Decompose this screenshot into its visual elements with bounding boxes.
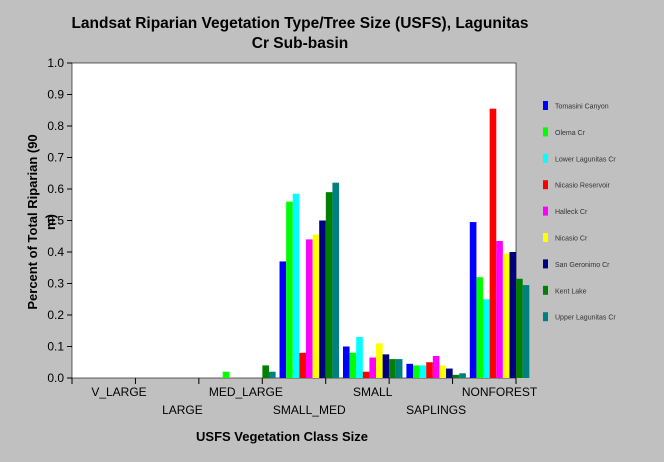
bar	[516, 278, 523, 378]
bar	[439, 365, 447, 378]
bar	[413, 365, 420, 378]
y-axis: 0.0 0.1 0.2 0.3 0.4 0.5 0.6 0.7 0.8 0.9 1.0	[47, 56, 72, 385]
bar	[312, 234, 320, 378]
bar	[222, 371, 230, 378]
y-tick-label: 0.7	[47, 151, 64, 165]
bar	[419, 365, 427, 378]
legend-entry: Kent Lake	[555, 288, 587, 295]
x-tick-label: SMALL	[353, 385, 393, 399]
legend-entry: Nicasio Cr	[555, 236, 588, 243]
y-tick-label: 0.5	[47, 214, 64, 228]
y-tick-label: 0.8	[47, 119, 64, 133]
bar	[483, 299, 490, 378]
x-tick-label: V_LARGE	[91, 385, 146, 399]
legend-swatch	[543, 285, 548, 295]
bars	[222, 108, 530, 379]
bar	[459, 373, 466, 378]
y-tick-label: 0.6	[47, 182, 64, 196]
legend-swatch	[543, 233, 548, 242]
chart-title-line-1: Landsat Riparian Vegetation Type/Tree Si…	[71, 15, 528, 32]
bar	[496, 240, 503, 378]
bar	[469, 222, 477, 378]
bar	[332, 182, 340, 378]
y-axis-label-line-1: Percent of Total Riparian (90	[25, 134, 40, 309]
legend-swatch	[543, 153, 548, 163]
bar	[432, 355, 440, 378]
chart-title-line-2: Cr Sub-basin	[252, 35, 348, 52]
legend-swatch	[543, 101, 548, 110]
bar	[269, 371, 276, 378]
bar	[426, 362, 433, 378]
legend-swatch	[543, 206, 548, 216]
bar	[502, 253, 510, 378]
legend-entry: Upper Lagunitas Cr	[555, 315, 616, 322]
bar	[522, 285, 530, 378]
x-axis-label: USFS Vegetation Class Size	[196, 429, 368, 444]
bar	[376, 343, 383, 378]
bar	[262, 365, 269, 378]
legend-swatch	[543, 312, 548, 322]
legend-entry: Nicasio Reservoir	[555, 183, 611, 190]
bar	[299, 352, 306, 378]
legend-entry: Halleck Cr	[555, 209, 588, 216]
bar	[362, 371, 370, 378]
y-tick-label: 1.0	[47, 56, 64, 70]
x-tick-label: SAPLINGS	[406, 403, 466, 417]
bar	[356, 337, 363, 378]
y-tick-label: 0.9	[47, 88, 64, 102]
x-tick-label: MED_LARGE	[209, 385, 283, 399]
legend: Tomasini Canyon Olema Cr Lower Lagunitas C…	[543, 101, 616, 322]
bar	[452, 374, 460, 378]
bar	[349, 352, 357, 378]
bar	[305, 239, 313, 378]
y-tick-label: 0.1	[47, 340, 64, 354]
bar	[509, 252, 517, 378]
bar	[489, 108, 497, 379]
legend-entry: Tomasini Canyon	[555, 104, 609, 111]
legend-swatch	[543, 127, 548, 137]
bar	[342, 346, 350, 378]
y-tick-label: 0.2	[47, 308, 64, 322]
bar	[292, 193, 300, 378]
bar	[382, 354, 390, 379]
x-axis: V_LARGE LARGE MED_LARGE SMALL_MED SMALL SAPLI…	[71, 378, 538, 417]
y-tick-label: 0.4	[47, 245, 64, 259]
bar	[389, 359, 396, 378]
legend-swatch	[543, 180, 548, 190]
bar	[446, 368, 453, 378]
legend-entry: Lower Lagunitas Cr	[555, 156, 616, 163]
legend-swatch	[543, 259, 548, 269]
x-tick-label: SMALL_MED	[273, 403, 346, 417]
bar	[369, 357, 377, 378]
bar	[325, 192, 333, 378]
y-tick-label: 0.3	[47, 277, 64, 291]
legend-entry: San Geronimo Cr	[555, 262, 610, 269]
legend-entry: Olema Cr	[555, 130, 586, 137]
y-tick-label: 0.0	[47, 371, 64, 385]
bar	[279, 261, 287, 378]
bar	[406, 363, 413, 378]
x-tick-label: LARGE	[162, 403, 203, 417]
x-tick-label: NONFOREST	[462, 385, 538, 399]
bar	[395, 359, 403, 378]
y-axis-label-line-2: m)	[43, 214, 58, 230]
bar	[319, 220, 326, 378]
bar	[476, 277, 484, 378]
bar	[286, 201, 293, 378]
